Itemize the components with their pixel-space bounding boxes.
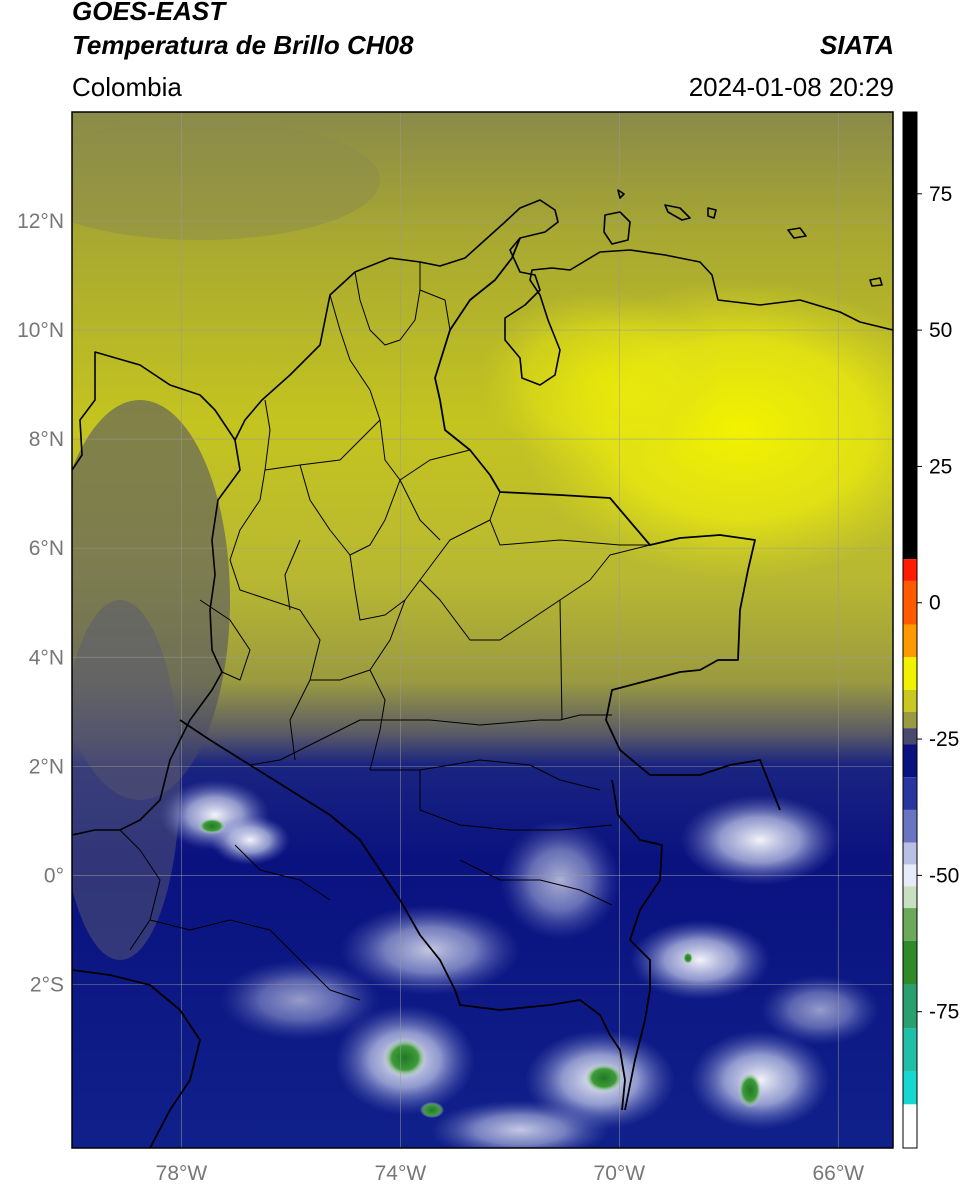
colorbar-tick-label: 75 [929,183,952,206]
longitude-tick-label: 70°W [594,1162,646,1185]
graticule [72,112,893,1148]
colorbar-segment [903,744,917,778]
colombia-ecuador-peru-border [179,719,626,1111]
colorbar-tick-label: -25 [929,728,959,751]
latitude-tick-label: 0° [44,864,64,887]
colorbar-segment [903,657,917,690]
colorbar: 75 50 25 0 -25 -50 -75 [902,111,959,1149]
colorbar-segment [903,728,917,745]
colorbar-frame [902,111,918,1149]
longitude-tick-label: 78°W [156,1162,208,1185]
colorbar-segment [903,984,917,1029]
colorbar-segment [903,711,917,729]
island-coast [707,207,717,219]
colorbar-segment [903,842,917,865]
latitude-tick-label: 6°N [29,537,64,560]
latitude-axis: 12°N 10°N 8°N 6°N 4°N 2°N 0° 2°S [17,210,64,996]
island-coast [617,189,625,199]
colombia-brazil-border [611,779,663,1111]
colorbar-segment [903,886,917,909]
colorbar-segment [903,624,917,658]
ecuador-peru-border [72,969,201,1148]
colorbar-segment [903,1104,917,1148]
brightness-temperature-field [72,112,893,1148]
longitude-axis: 78°W 74°W 70°W 66°W [156,1162,865,1185]
longitude-tick-label: 66°W [812,1162,864,1185]
colorbar-segment [903,940,917,985]
colorbar-segment [903,809,917,843]
colorbar-segment [903,908,917,941]
map-frame [71,111,894,1149]
country-borders [72,237,781,1148]
department-borders [119,262,651,1001]
colorbar-segment [903,1028,917,1072]
colorbar-segment [903,112,917,560]
colombia-venezuela-border [434,237,781,811]
island-coast [869,277,883,287]
latitude-tick-label: 2°N [29,755,64,778]
pacific-coast [72,439,241,836]
region-label: Colombia [72,72,182,102]
latitude-tick-label: 2°S [30,973,64,996]
latitude-tick-label: 10°N [17,319,64,342]
product-title: Temperatura de Brillo CH08 [72,30,414,60]
colorbar-segment [903,1071,917,1105]
colorbar-segment [903,864,917,887]
longitude-tick-label: 74°W [375,1162,427,1185]
colorbar-tick-label: -50 [929,864,959,887]
colorbar-tick-label: 50 [929,319,952,342]
colorbar-segment [903,689,917,712]
island-coast [787,227,807,239]
caribbean-coast [72,199,893,471]
colorbar-tick-label: 25 [929,455,952,478]
colorbar-segment [903,580,917,625]
satellite-title: GOES-EAST [72,0,226,26]
latitude-tick-label: 12°N [17,210,64,233]
latitude-tick-label: 4°N [29,646,64,669]
colorbar-tick-label: -75 [929,1001,959,1024]
coastlines [72,189,893,836]
island-coast [664,204,691,221]
island-coast [603,211,631,245]
organization-label: SIATA [819,30,894,60]
colorbar-segment [903,777,917,810]
datetime-label: 2024-01-08 20:29 [688,72,894,102]
latitude-tick-label: 8°N [29,428,64,451]
colorbar-segment [903,559,917,581]
colorbar-tick-label: 0 [929,592,941,615]
